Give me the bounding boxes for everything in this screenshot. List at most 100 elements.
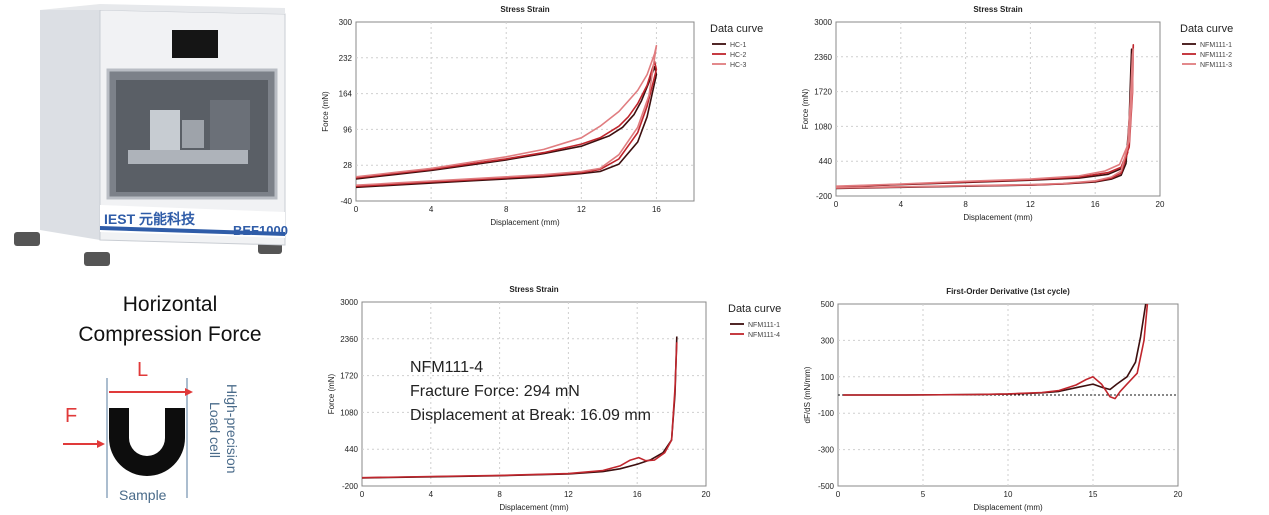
y-tick-label: 300 — [821, 336, 835, 345]
force-label: F — [65, 405, 77, 427]
schematic-title-line: Horizontal — [122, 293, 218, 316]
plot-area — [361, 301, 707, 487]
x-tick-label: 4 — [429, 490, 434, 499]
y-tick-label: 28 — [343, 161, 352, 170]
y-tick-label: 3000 — [814, 18, 832, 27]
y-axis-label: dF/dS (mN/mm) — [803, 366, 812, 423]
y-tick-label: 2360 — [340, 335, 358, 344]
machine-top — [40, 4, 285, 14]
series-line-series-2 — [843, 303, 1149, 400]
y-axis-label: Force (mN) — [327, 373, 336, 414]
x-tick-label: 0 — [360, 490, 365, 499]
machine-stage — [128, 150, 248, 164]
y-tick-label: 500 — [821, 300, 835, 309]
y-tick-label: -300 — [818, 446, 835, 455]
x-tick-label: 8 — [497, 490, 502, 499]
stress-strain-chart-nfm-1-3: 0 4 8 12 16 20 -200 440 1080 1720 2360 3000 Stress S… — [801, 5, 1233, 222]
brand-label: IEST 元能科技 — [104, 211, 196, 227]
annotation-text: NFM111-4 — [410, 359, 483, 376]
y-tick-label: -40 — [340, 197, 352, 206]
load-cell-label: High-precision — [224, 384, 240, 473]
x-tick-label: 12 — [564, 490, 573, 499]
legend-title: Data curve — [1180, 23, 1233, 35]
x-tick-label: 8 — [963, 200, 968, 209]
x-tick-label: 10 — [1004, 490, 1013, 499]
y-tick-label: -200 — [816, 192, 833, 201]
chart-title: Stress Strain — [973, 5, 1022, 14]
x-tick-label: 0 — [836, 490, 841, 499]
model-label: BEF1000 — [233, 223, 288, 238]
y-tick-label: 100 — [821, 373, 835, 382]
x-axis-label: Displacement (mm) — [973, 503, 1043, 512]
x-tick-label: 12 — [1026, 200, 1035, 209]
derivative-chart: 0 5 10 15 20 -500 -300 -100 100 300 500 First-Order… — [803, 287, 1183, 512]
y-tick-label: 1720 — [814, 88, 832, 97]
x-tick-label: 16 — [1091, 200, 1100, 209]
machine-side-panel — [40, 10, 100, 240]
x-axis-label: Displacement (mm) — [499, 503, 569, 512]
y-tick-label: 300 — [339, 18, 353, 27]
machine-stripe — [100, 226, 285, 236]
y-tick-label: 3000 — [340, 298, 358, 307]
chart-title: First-Order Derivative (1st cycle) — [946, 287, 1070, 296]
compression-schematic: L F Sample High-precision Load cell — [63, 359, 240, 503]
legend-title: Data curve — [728, 303, 781, 315]
x-tick-label: 4 — [429, 205, 434, 214]
series-line-NFM111-3 — [835, 48, 1135, 189]
legend-title: Data curve — [710, 23, 763, 35]
force-arrowhead — [97, 440, 105, 448]
stress-strain-chart-hc: 0 4 8 12 16 -40 28 96 164 232 300 Stress Strain Disp… — [321, 5, 763, 227]
machine-motor — [210, 100, 250, 150]
x-tick-label: 16 — [633, 490, 642, 499]
machine-foot — [84, 252, 110, 266]
legend-entry: NFM111-3 — [1200, 62, 1232, 69]
series-line-NFM111-4 — [361, 342, 678, 479]
x-tick-label: 20 — [702, 490, 711, 499]
length-arrowhead — [185, 388, 193, 396]
legend-entry: NFM111-4 — [748, 332, 780, 339]
legend-entry: NFM111-2 — [1200, 52, 1232, 59]
x-tick-label: 4 — [899, 200, 904, 209]
y-tick-label: -500 — [818, 482, 835, 491]
annotation-text: Displacement at Break: 16.09 mm — [410, 407, 651, 424]
y-tick-label: 232 — [339, 54, 353, 63]
y-axis-label: Force (mN) — [321, 91, 330, 132]
length-label: L — [137, 359, 148, 381]
legend-entry: NFM111-1 — [748, 322, 780, 329]
y-tick-label: -200 — [342, 482, 359, 491]
schematic-title: Horizontal Compression Force — [40, 290, 300, 350]
legend-entry: HC-1 — [730, 42, 746, 49]
x-tick-label: 16 — [652, 205, 661, 214]
x-tick-label: 20 — [1174, 490, 1183, 499]
x-tick-label: 0 — [834, 200, 839, 209]
x-axis-label: Displacement (mm) — [490, 218, 560, 227]
legend-entry: NFM111-1 — [1200, 42, 1232, 49]
y-tick-label: 1080 — [340, 408, 358, 417]
machine-foot — [14, 232, 40, 246]
y-tick-label: 96 — [343, 125, 352, 134]
sample-shape — [109, 408, 185, 476]
stress-strain-chart-nfm-1-4: 0 4 8 12 16 20 -200 440 1080 1720 2360 3000 Stress S… — [327, 285, 781, 512]
x-axis-label: Displacement (mm) — [963, 213, 1033, 222]
plot-area — [835, 21, 1161, 197]
annotation-text: Fracture Force: 294 mN — [410, 383, 580, 400]
chart-title: Stress Strain — [509, 285, 558, 294]
x-tick-label: 20 — [1156, 200, 1165, 209]
y-axis-label: Force (mN) — [801, 88, 810, 129]
x-tick-label: 5 — [921, 490, 926, 499]
y-tick-label: 440 — [345, 445, 359, 454]
machine-clamp — [150, 110, 180, 150]
tester-machine-illustration: IEST 元能科技 BEF1000 — [14, 4, 288, 266]
y-tick-label: 164 — [339, 90, 353, 99]
y-tick-label: 2360 — [814, 53, 832, 62]
chart-title: Stress Strain — [500, 5, 549, 14]
machine-display — [172, 30, 218, 58]
legend-entry: HC-3 — [730, 62, 746, 69]
series-line-HC-1 — [355, 66, 658, 189]
load-cell-label: Load cell — [207, 402, 223, 458]
y-tick-label: 1080 — [814, 122, 832, 131]
x-tick-label: 15 — [1089, 490, 1098, 499]
x-tick-label: 0 — [354, 205, 359, 214]
series-line-HC-3 — [355, 44, 658, 186]
y-tick-label: -100 — [818, 409, 835, 418]
